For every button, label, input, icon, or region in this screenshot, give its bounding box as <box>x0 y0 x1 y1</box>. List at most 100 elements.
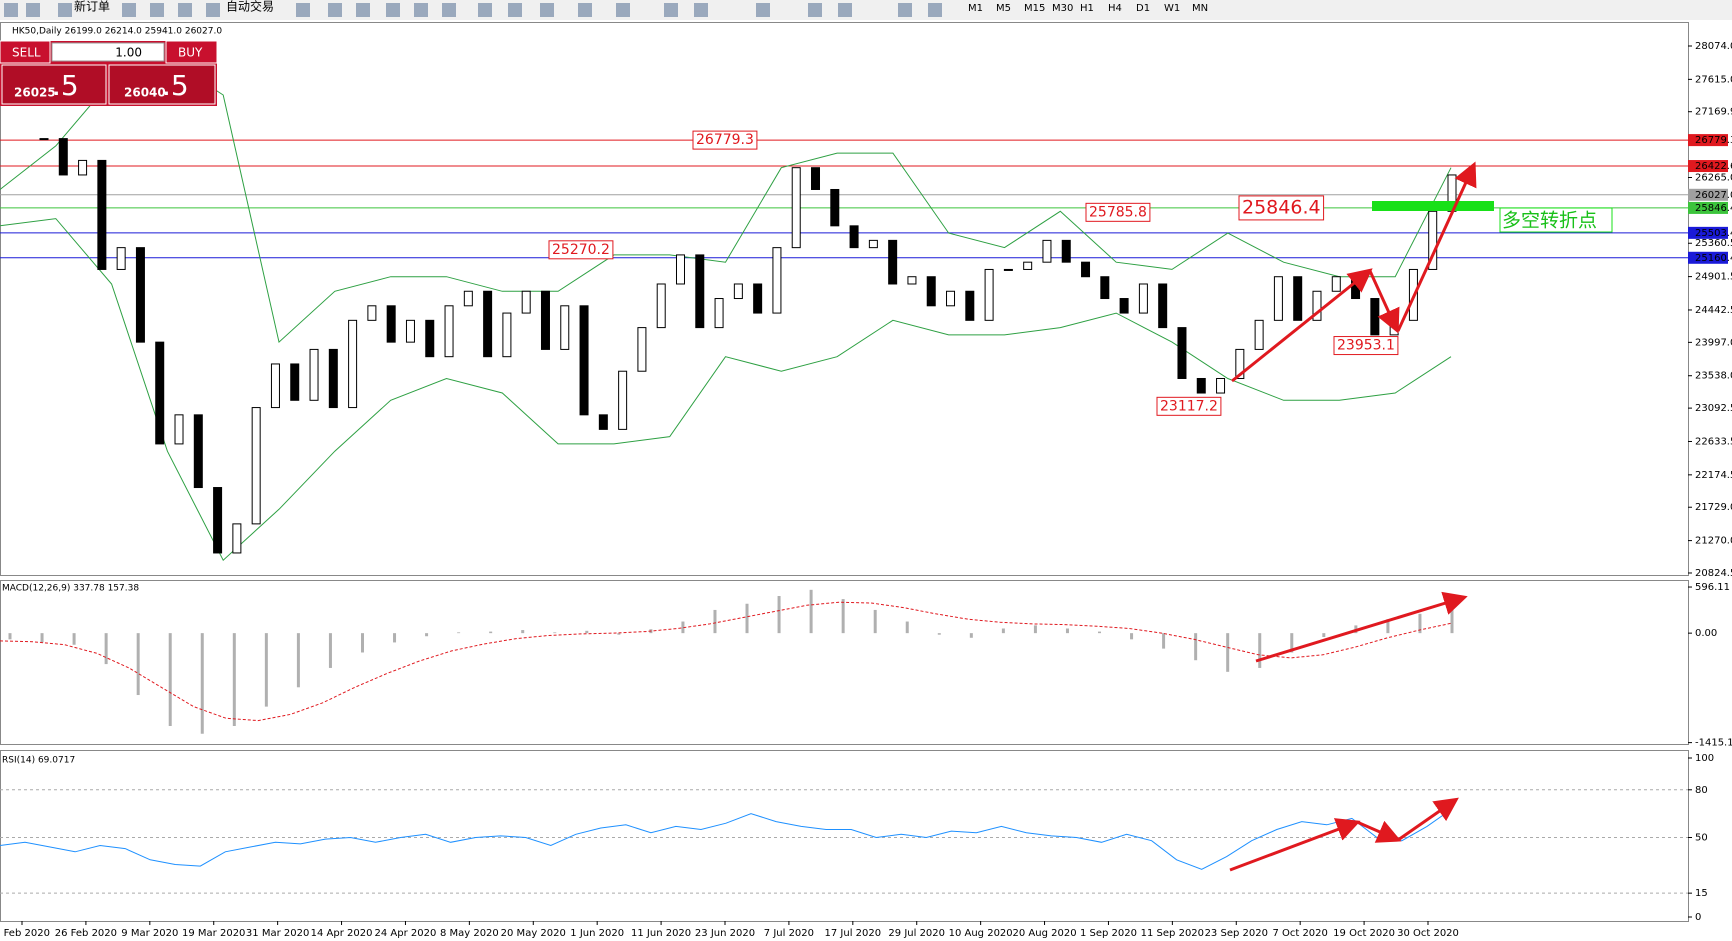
x-tick-label: 4 Feb 2020 <box>0 928 50 939</box>
timeframe-button[interactable]: MN <box>1192 3 1208 14</box>
candle <box>270 363 280 409</box>
buy-price[interactable] <box>108 64 216 105</box>
candle <box>425 319 435 358</box>
timeframe-button[interactable]: D1 <box>1136 3 1150 14</box>
macd-signal <box>0 601 1453 722</box>
timeframe-button[interactable]: M15 <box>1024 3 1045 14</box>
candle <box>386 305 396 343</box>
x-tick-label: 23 Sep 2020 <box>1205 928 1268 939</box>
buy-price-main: 26040 <box>124 86 166 100</box>
lots-input[interactable] <box>51 42 165 62</box>
price-level-tag <box>1688 201 1728 214</box>
candle <box>1100 276 1110 300</box>
timeframe-button[interactable]: M1 <box>968 3 983 14</box>
toolbar-button[interactable]: 自动交易 <box>226 0 274 14</box>
price-level-tag <box>1688 134 1728 147</box>
toolbar-button[interactable]: 新订单 <box>74 0 110 14</box>
price-level-label: 25160.4 <box>1695 253 1732 264</box>
candle <box>598 414 608 430</box>
sell-button[interactable] <box>0 40 51 64</box>
price-level-tag <box>1688 160 1728 173</box>
candle <box>97 159 107 270</box>
y-tick-label: 23997.0 <box>1695 337 1732 348</box>
candle <box>849 225 859 249</box>
candle <box>811 167 821 190</box>
x-tick-label: 24 Apr 2020 <box>375 928 437 939</box>
main-panel <box>0 22 1689 576</box>
price-level-label: 26027.0 <box>1695 190 1732 201</box>
candle <box>946 290 956 307</box>
candle <box>1254 319 1264 350</box>
y-tick-label: 0 <box>1695 912 1701 923</box>
candle <box>1119 298 1129 314</box>
pivot-bar <box>1372 201 1494 211</box>
y-tick-label: 23092.5 <box>1695 403 1732 414</box>
bollinger-band <box>0 58 1452 344</box>
x-tick-label: 7 Jul 2020 <box>764 928 814 939</box>
y-tick-label: 27615.0 <box>1695 74 1732 85</box>
y-tick-label: 100 <box>1695 753 1714 764</box>
trend-arrows <box>1229 161 1477 872</box>
y-tick-label: 22174.5 <box>1695 470 1732 481</box>
annotation-box <box>1333 336 1399 356</box>
candle <box>695 254 705 329</box>
candle <box>116 247 126 270</box>
candle <box>1312 290 1322 321</box>
annotation-box <box>1238 195 1325 221</box>
y-tick-label: 80 <box>1695 785 1708 796</box>
x-tick-label: 17 Jul 2020 <box>825 928 882 939</box>
candle <box>1177 327 1187 379</box>
candle <box>155 341 165 445</box>
sell-price[interactable] <box>1 64 107 105</box>
x-tick-label: 11 Jun 2020 <box>631 928 691 939</box>
price-level-tag <box>1688 251 1728 264</box>
candle <box>1003 268 1013 271</box>
candle <box>868 239 878 249</box>
y-tick-label: 50 <box>1695 833 1708 844</box>
macd-panel <box>0 580 1689 745</box>
x-tick-label: 10 Aug 2020 <box>949 928 1013 939</box>
sell-label: SELL <box>12 46 41 60</box>
timeframe-button[interactable]: M30 <box>1052 3 1073 14</box>
candle <box>1061 239 1071 263</box>
candle <box>1216 377 1226 394</box>
x-tick-label: 23 Jun 2020 <box>695 928 755 939</box>
price-level-tag <box>1688 226 1728 239</box>
buy-button[interactable] <box>165 40 218 64</box>
candle <box>405 319 415 343</box>
candle <box>791 167 801 249</box>
candle <box>1138 283 1148 314</box>
candle <box>907 276 917 285</box>
x-tick-label: 1 Jun 2020 <box>570 928 624 939</box>
y-tick-label: 596.11 <box>1695 582 1730 593</box>
timeframe-button[interactable]: W1 <box>1164 3 1180 14</box>
x-tick-label: 19 Mar 2020 <box>182 928 245 939</box>
candle <box>521 290 531 314</box>
candle <box>888 239 898 285</box>
candle <box>213 487 223 554</box>
candle <box>675 254 685 285</box>
candle <box>656 283 666 329</box>
timeframe-button[interactable]: H4 <box>1108 3 1122 14</box>
candle <box>733 283 743 300</box>
candle <box>290 363 300 401</box>
candle <box>1158 283 1168 329</box>
candle <box>579 305 589 416</box>
candle <box>328 348 338 409</box>
candle <box>965 290 975 321</box>
candle <box>984 268 994 321</box>
price-annotation: 25846.4 <box>1242 196 1321 218</box>
indicator-header: MACD(12,26,9) 337.78 157.38 <box>2 584 139 594</box>
annotation-box <box>1085 202 1151 222</box>
candle <box>1331 276 1341 292</box>
candle <box>174 414 184 445</box>
y-tick-label: 26265.0 <box>1695 172 1732 183</box>
chart-header: HK50,Daily 26199.0 26214.0 25941.0 26027… <box>12 27 222 37</box>
x-tick-label: 19 Oct 2020 <box>1333 928 1395 939</box>
timeframe-button[interactable]: H1 <box>1080 3 1094 14</box>
price-annotation: 25270.2 <box>552 242 610 258</box>
candle <box>753 283 763 314</box>
x-tick-label: 8 May 2020 <box>440 928 499 939</box>
timeframe-button[interactable]: M5 <box>996 3 1011 14</box>
candle <box>463 290 473 307</box>
